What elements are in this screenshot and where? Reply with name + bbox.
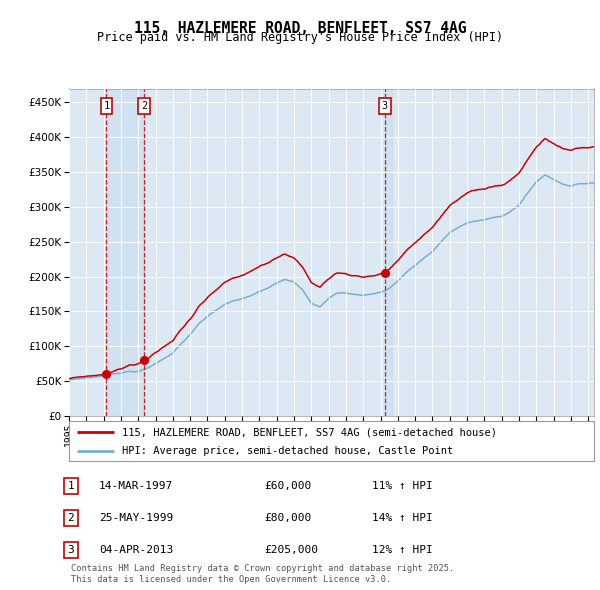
- Text: 14% ↑ HPI: 14% ↑ HPI: [372, 513, 433, 523]
- Text: 115, HAZLEMERE ROAD, BENFLEET, SS7 4AG: 115, HAZLEMERE ROAD, BENFLEET, SS7 4AG: [134, 21, 466, 35]
- Text: Price paid vs. HM Land Registry's House Price Index (HPI): Price paid vs. HM Land Registry's House …: [97, 31, 503, 44]
- Text: 1: 1: [103, 101, 110, 111]
- Text: £60,000: £60,000: [264, 481, 311, 491]
- Text: 12% ↑ HPI: 12% ↑ HPI: [372, 545, 433, 555]
- Text: 3: 3: [382, 101, 388, 111]
- Text: 2: 2: [67, 513, 74, 523]
- Text: HPI: Average price, semi-detached house, Castle Point: HPI: Average price, semi-detached house,…: [121, 447, 453, 456]
- Bar: [106, 88, 144, 416]
- Text: 115, HAZLEMERE ROAD, BENFLEET, SS7 4AG (semi-detached house): 115, HAZLEMERE ROAD, BENFLEET, SS7 4AG (…: [121, 427, 497, 437]
- Text: 11% ↑ HPI: 11% ↑ HPI: [372, 481, 433, 491]
- Text: 04-APR-2013: 04-APR-2013: [99, 545, 173, 555]
- Text: This data is licensed under the Open Government Licence v3.0.: This data is licensed under the Open Gov…: [71, 575, 391, 584]
- Text: 3: 3: [67, 545, 74, 555]
- Text: Contains HM Land Registry data © Crown copyright and database right 2025.: Contains HM Land Registry data © Crown c…: [71, 565, 454, 573]
- Text: 25-MAY-1999: 25-MAY-1999: [99, 513, 173, 523]
- Text: 1: 1: [67, 481, 74, 491]
- Text: 2: 2: [141, 101, 147, 111]
- Text: £80,000: £80,000: [264, 513, 311, 523]
- Text: 14-MAR-1997: 14-MAR-1997: [99, 481, 173, 491]
- Text: £205,000: £205,000: [264, 545, 318, 555]
- Bar: [385, 88, 392, 416]
